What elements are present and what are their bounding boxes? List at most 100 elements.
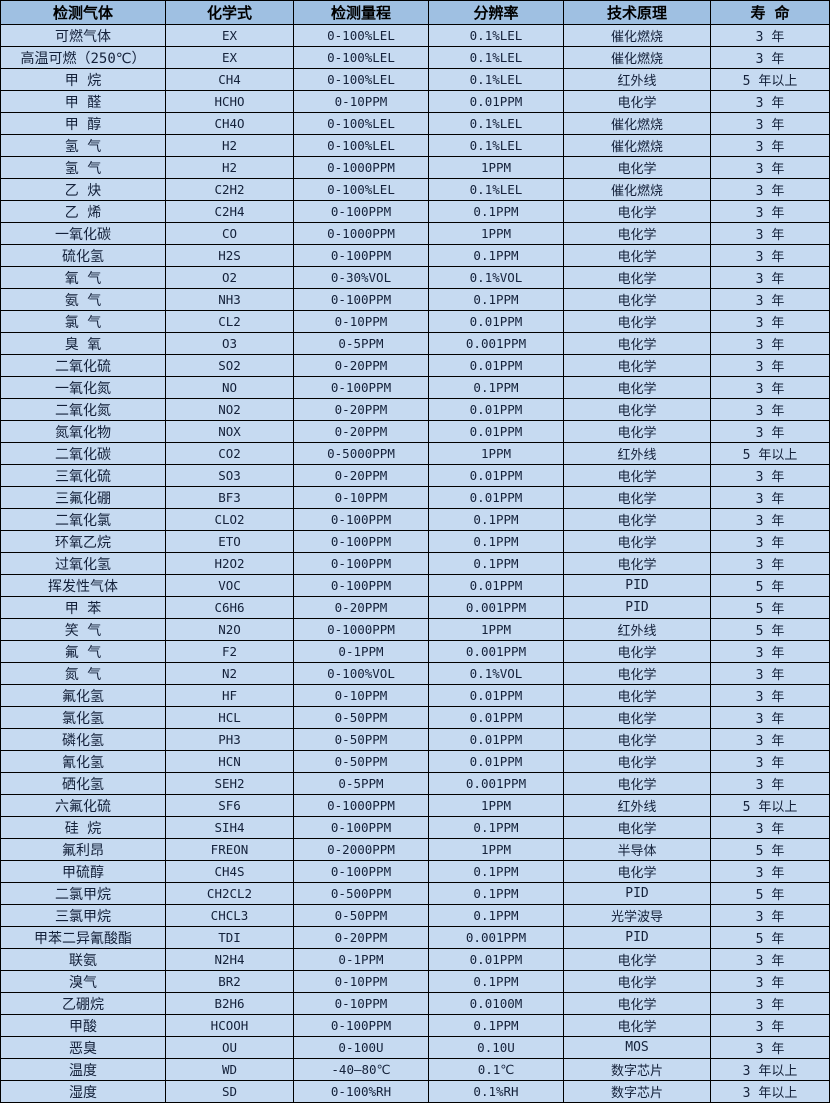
formula-cell: H2S [165, 244, 294, 267]
range-cell: 0-100%LEL [293, 112, 429, 135]
resolution-cell: 0.01PPM [428, 948, 564, 971]
principle-cell: 电化学 [563, 706, 711, 729]
table-row: 二氧化氯 CLO2 0-100PPM 0.1PPM 电化学 3 年 [0, 508, 830, 531]
column-header-range: 检测量程 [293, 0, 429, 25]
lifespan-cell: 3 年 [710, 112, 830, 135]
gas-name-cell: 氯 气 [0, 310, 166, 333]
gas-name-cell: 溴气 [0, 970, 166, 993]
gas-name-cell: 甲酸 [0, 1014, 166, 1037]
table-row: 氯化氢 HCL 0-50PPM 0.01PPM 电化学 3 年 [0, 706, 830, 729]
formula-cell: HCOOH [165, 1014, 294, 1037]
principle-cell: 电化学 [563, 684, 711, 707]
formula-cell: C2H4 [165, 200, 294, 223]
resolution-cell: 0.1PPM [428, 244, 564, 267]
formula-cell: BR2 [165, 970, 294, 993]
principle-cell: 电化学 [563, 244, 711, 267]
range-cell: 0-10PPM [293, 684, 429, 707]
lifespan-cell: 3 年 [710, 662, 830, 685]
gas-name-cell: 乙硼烷 [0, 992, 166, 1015]
formula-cell: CO [165, 222, 294, 245]
resolution-cell: 1PPM [428, 618, 564, 641]
lifespan-cell: 3 年 [710, 1014, 830, 1037]
lifespan-cell: 3 年 [710, 244, 830, 267]
range-cell: 0-1000PPM [293, 222, 429, 245]
gas-name-cell: 硫化氢 [0, 244, 166, 267]
range-cell: 0-5PPM [293, 332, 429, 355]
principle-cell: 红外线 [563, 794, 711, 817]
lifespan-cell: 3 年 [710, 508, 830, 531]
gas-name-cell: 三氟化硼 [0, 486, 166, 509]
formula-cell: CH4S [165, 860, 294, 883]
column-header-gas: 检测气体 [0, 0, 166, 25]
lifespan-cell: 3 年 [710, 904, 830, 927]
gas-name-cell: 甲硫醇 [0, 860, 166, 883]
range-cell: 0-1000PPM [293, 618, 429, 641]
table-row: 乙 炔 C2H2 0-100%LEL 0.1%LEL 催化燃烧 3 年 [0, 178, 830, 201]
formula-cell: PH3 [165, 728, 294, 751]
range-cell: 0-20PPM [293, 398, 429, 421]
range-cell: 0-100%LEL [293, 24, 429, 47]
resolution-cell: 0.1%LEL [428, 46, 564, 69]
range-cell: 0-100PPM [293, 1014, 429, 1037]
principle-cell: 电化学 [563, 266, 711, 289]
table-row: 氮氧化物 NOX 0-20PPM 0.01PPM 电化学 3 年 [0, 420, 830, 443]
lifespan-cell: 3 年 [710, 772, 830, 795]
table-row: 一氧化氮 NO 0-100PPM 0.1PPM 电化学 3 年 [0, 376, 830, 399]
range-cell: 0-2000PPM [293, 838, 429, 861]
principle-cell: 电化学 [563, 156, 711, 179]
principle-cell: 红外线 [563, 68, 711, 91]
resolution-cell: 0.1%VOL [428, 266, 564, 289]
range-cell: 0-20PPM [293, 464, 429, 487]
gas-name-cell: 湿度 [0, 1080, 166, 1103]
principle-cell: 电化学 [563, 728, 711, 751]
table-row: 甲苯二异氰酸酯 TDI 0-20PPM 0.001PPM PID 5 年 [0, 926, 830, 949]
gas-name-cell: 氢 气 [0, 156, 166, 179]
principle-cell: 电化学 [563, 90, 711, 113]
table-row: 氧 气 O2 0-30%VOL 0.1%VOL 电化学 3 年 [0, 266, 830, 289]
table-row: 氟利昂 FREON 0-2000PPM 1PPM 半导体 5 年 [0, 838, 830, 861]
lifespan-cell: 3 年 [710, 178, 830, 201]
gas-name-cell: 二氧化硫 [0, 354, 166, 377]
principle-cell: 催化燃烧 [563, 178, 711, 201]
resolution-cell: 1PPM [428, 838, 564, 861]
gas-name-cell: 硅 烷 [0, 816, 166, 839]
lifespan-cell: 3 年 [710, 1036, 830, 1059]
lifespan-cell: 3 年 [710, 354, 830, 377]
gas-name-cell: 恶臭 [0, 1036, 166, 1059]
resolution-cell: 0.10U [428, 1036, 564, 1059]
table-row: 氨 气 NH3 0-100PPM 0.1PPM 电化学 3 年 [0, 288, 830, 311]
gas-name-cell: 过氧化氢 [0, 552, 166, 575]
resolution-cell: 0.1PPM [428, 552, 564, 575]
gas-name-cell: 二氧化氮 [0, 398, 166, 421]
range-cell: 0-10PPM [293, 90, 429, 113]
range-cell: 0-20PPM [293, 420, 429, 443]
lifespan-cell: 3 年 [710, 640, 830, 663]
lifespan-cell: 3 年以上 [710, 1058, 830, 1081]
gas-name-cell: 氮 气 [0, 662, 166, 685]
formula-cell: CL2 [165, 310, 294, 333]
gas-name-cell: 硒化氢 [0, 772, 166, 795]
formula-cell: TDI [165, 926, 294, 949]
gas-name-cell: 三氧化硫 [0, 464, 166, 487]
resolution-cell: 0.1%LEL [428, 134, 564, 157]
table-row: 氟 气 F2 0-1PPM 0.001PPM 电化学 3 年 [0, 640, 830, 663]
gas-name-cell: 可燃气体 [0, 24, 166, 47]
range-cell: 0-10PPM [293, 486, 429, 509]
range-cell: 0-100U [293, 1036, 429, 1059]
principle-cell: 电化学 [563, 464, 711, 487]
table-row: 氟化氢 HF 0-10PPM 0.01PPM 电化学 3 年 [0, 684, 830, 707]
formula-cell: H2 [165, 156, 294, 179]
table-row: 三氯甲烷 CHCL3 0-50PPM 0.1PPM 光学波导 3 年 [0, 904, 830, 927]
lifespan-cell: 5 年 [710, 596, 830, 619]
range-cell: 0-1000PPM [293, 794, 429, 817]
resolution-cell: 0.01PPM [428, 684, 564, 707]
lifespan-cell: 3 年 [710, 860, 830, 883]
principle-cell: 电化学 [563, 332, 711, 355]
principle-cell: 催化燃烧 [563, 46, 711, 69]
table-body: 可燃气体 EX 0-100%LEL 0.1%LEL 催化燃烧 3 年高温可燃（250℃） E… [0, 24, 830, 1103]
gas-name-cell: 甲 烷 [0, 68, 166, 91]
formula-cell: ETO [165, 530, 294, 553]
resolution-cell: 0.1PPM [428, 860, 564, 883]
formula-cell: N2O [165, 618, 294, 641]
